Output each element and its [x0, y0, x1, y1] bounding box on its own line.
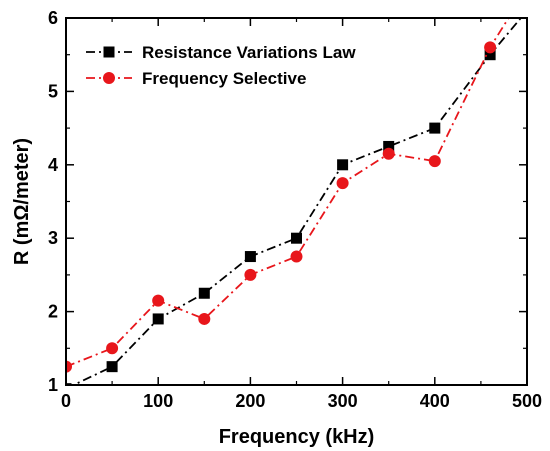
x-tick-label: 300 — [328, 391, 358, 411]
data-point — [198, 312, 211, 325]
data-point — [106, 361, 118, 373]
data-point — [484, 41, 497, 54]
series-layer — [66, 18, 523, 385]
series-1 — [66, 18, 523, 385]
data-point — [382, 147, 395, 160]
data-point — [484, 49, 496, 61]
data-point — [428, 155, 441, 168]
y-tick-label: 3 — [48, 228, 58, 248]
data-point — [66, 360, 72, 373]
data-point — [336, 177, 349, 190]
data-point — [244, 268, 257, 281]
x-tick-label: 0 — [61, 391, 71, 411]
y-axis-title: R (mΩ/meter) — [11, 138, 33, 265]
data-point — [291, 232, 302, 244]
legend-item: Resistance Variations Law — [86, 43, 356, 62]
tick-layer: 0 100 200 300 400 500 1 2 3 4 5 6 — [48, 8, 542, 411]
legend-label: Frequency Selective — [142, 69, 306, 88]
legend-marker — [103, 72, 115, 84]
series-line — [71, 18, 523, 385]
y-tick-label: 6 — [48, 8, 58, 28]
y-tick-label: 2 — [48, 302, 58, 322]
data-point — [244, 251, 256, 263]
x-tick-label: 400 — [420, 391, 450, 411]
data-point — [429, 122, 441, 134]
x-tick-label: 100 — [143, 391, 173, 411]
legend-label: Resistance Variations Law — [142, 43, 356, 62]
data-point — [152, 294, 165, 307]
data-point — [152, 313, 164, 325]
y-tick-label: 1 — [48, 375, 58, 395]
legend-item: Frequency Selective — [86, 69, 306, 88]
data-point — [383, 140, 395, 152]
legend-marker — [103, 46, 115, 58]
x-tick-label: 500 — [512, 391, 542, 411]
data-point — [337, 159, 349, 171]
x-axis-title: Frequency (kHz) — [219, 426, 375, 448]
legend: Resistance Variations Law Frequency Selec… — [86, 43, 356, 88]
y-tick-label: 4 — [48, 155, 58, 175]
y-tick-label: 5 — [48, 81, 58, 101]
data-point — [290, 250, 303, 263]
data-point — [106, 342, 119, 355]
data-point — [198, 287, 210, 299]
series-2 — [66, 18, 510, 373]
x-tick-label: 200 — [235, 391, 265, 411]
